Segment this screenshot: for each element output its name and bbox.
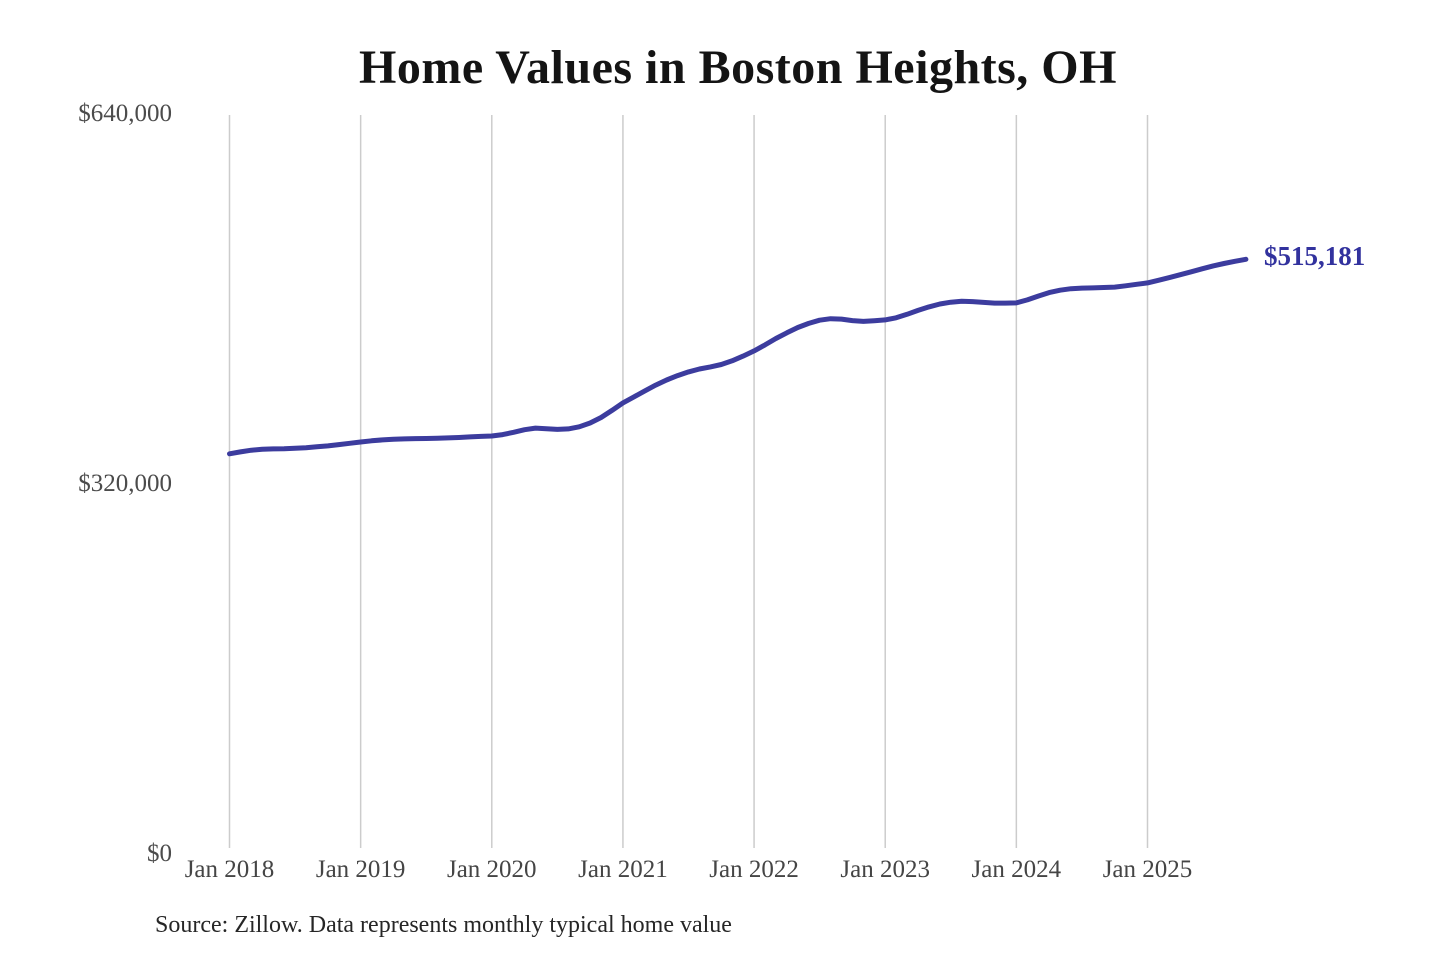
source-note: Source: Zillow. Data represents monthly … — [155, 912, 732, 938]
y-axis-label-0: $0 — [147, 840, 172, 867]
x-axis-label: Jan 2018 — [184, 856, 275, 883]
x-axis-label: Jan 2022 — [709, 856, 799, 883]
x-axis-label: Jan 2021 — [578, 856, 668, 883]
year-gridlines — [228, 115, 1149, 848]
x-axis-label: Jan 2019 — [315, 856, 406, 883]
x-axis-label: Jan 2025 — [1102, 856, 1193, 883]
home-value-line — [227, 256, 1249, 457]
x-axis-label: Jan 2020 — [446, 856, 537, 883]
current-value-label: $515,181 — [1264, 241, 1366, 272]
chart-title: Home Values in Boston Heights, OH — [359, 41, 1117, 94]
x-axis-label: Jan 2024 — [971, 856, 1062, 883]
y-axis-label-640000: $640,000 — [78, 100, 172, 127]
x-axis-label: Jan 2023 — [840, 856, 930, 883]
y-axis-label-320000: $320,000 — [78, 470, 172, 497]
